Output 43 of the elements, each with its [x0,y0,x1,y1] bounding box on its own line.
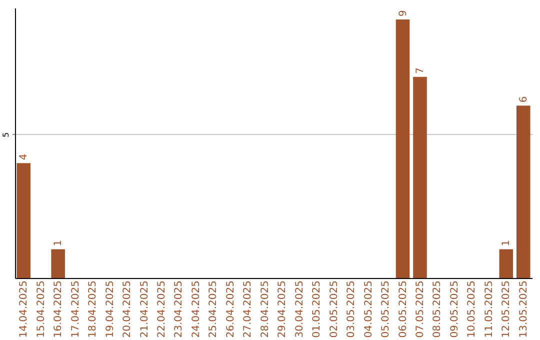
data-label: 1 [53,240,64,246]
x-tick-label: 01.05.2025 [312,280,323,338]
x-tick-label: 13.05.2025 [518,280,530,338]
x-tick-label: 17.04.2025 [70,280,82,338]
x-tick-label: 24.04.2025 [190,280,202,338]
x-tick-label: 06.05.2025 [398,280,409,338]
x-tick-label: 10.05.2025 [466,280,478,338]
x-tick-label: 16.04.2025 [53,280,64,338]
x-tick-label: 25.04.2025 [208,280,220,338]
x-tick-label: 20.04.2025 [122,280,134,338]
x-tick-label: 03.05.2025 [346,280,358,338]
bar [516,106,530,278]
bar [51,249,65,278]
x-tick-label: 04.05.2025 [363,280,374,338]
x-tick-label: 19.04.2025 [104,280,116,338]
x-tick-label: 15.04.2025 [36,280,47,338]
x-tick-label: 14.04.2025 [18,280,30,338]
y-tick-label: 5 [2,132,10,138]
x-tick-label: 08.05.2025 [432,280,444,338]
x-tick-label: 11.05.2025 [484,280,495,338]
data-label: 7 [414,68,426,74]
x-tick-label: 07.05.2025 [414,280,426,338]
x-tick-label: 18.04.2025 [88,280,99,338]
x-tick-label: 02.05.2025 [328,280,340,338]
x-tick-label: 29.04.2025 [277,280,288,338]
x-tick-label: 05.05.2025 [380,280,392,338]
data-label: 9 [398,10,409,16]
x-tick-label: 26.04.2025 [225,280,236,338]
data-label: 1 [501,240,512,246]
x-tick-label: 23.04.2025 [174,280,185,338]
x-tick-label: 12.05.2025 [501,280,512,338]
data-label: 4 [18,154,30,160]
x-tick-label: 28.04.2025 [260,280,271,338]
bar [16,163,31,278]
x-tick-label: 21.04.2025 [139,280,150,338]
x-tick-label: 22.04.2025 [156,280,168,338]
x-tick-label: 09.05.2025 [449,280,460,338]
bar [396,19,410,278]
data-label: 6 [518,96,530,103]
x-tick-label: 27.04.2025 [242,280,254,338]
x-tick-label: 30.04.2025 [294,280,306,338]
bar [499,249,514,278]
bar [413,76,427,278]
